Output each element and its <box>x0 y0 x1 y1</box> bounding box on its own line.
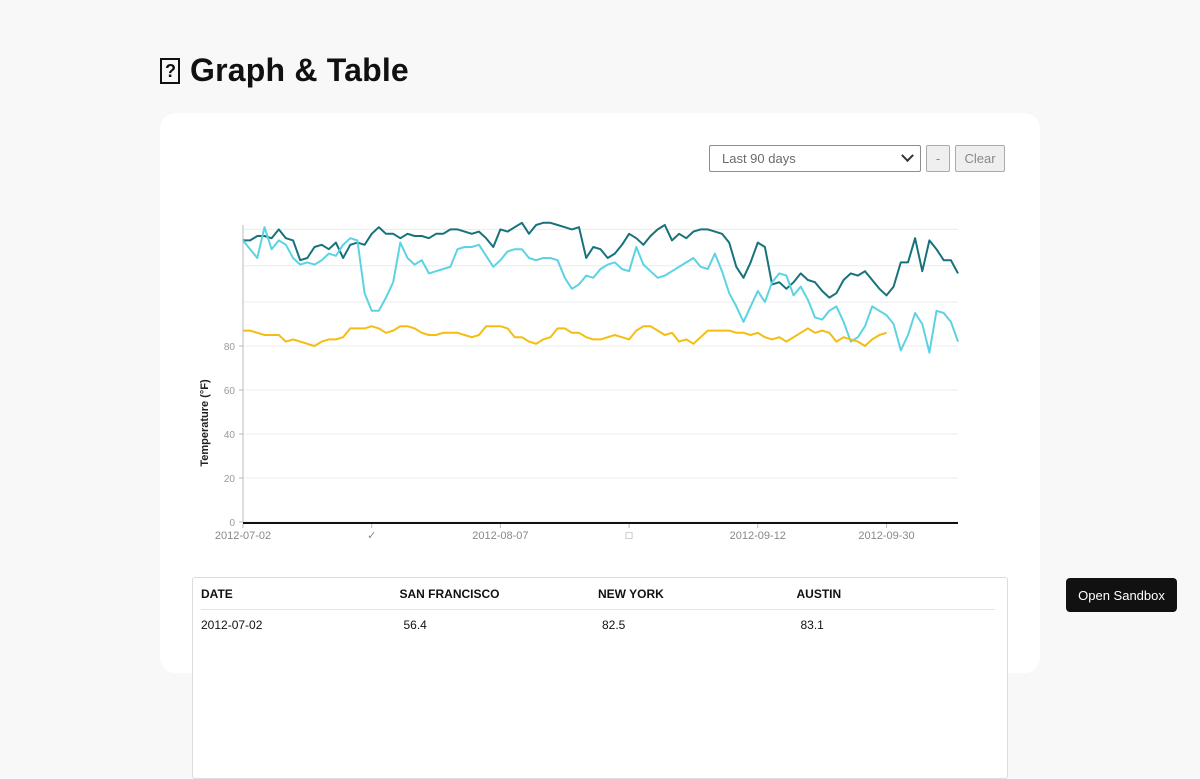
y-tick-label: 40 <box>224 430 236 441</box>
x-tick-label: 2012-09-30 <box>858 530 914 542</box>
column-header-austin: AUSTIN <box>796 586 842 601</box>
x-tick-label: 2012-07-02 <box>215 530 271 542</box>
chevron-down-icon <box>901 149 914 163</box>
y-tick-label: 80 <box>224 342 236 353</box>
table-cell-date: 2012-07-02 <box>201 618 263 632</box>
x-tick-label: 2012-08-07 <box>472 530 528 542</box>
table-cell-new-york: 82.5 <box>601 618 626 632</box>
x-tick-label: 2012-09-12 <box>730 530 786 542</box>
temperature-chart: 0 20 40 60 80 Temperature (°F) 2012-07-02 ✓ 2012… <box>199 221 959 542</box>
y-tick-label: 20 <box>224 474 236 485</box>
y-tick-label: 0 <box>229 518 235 529</box>
open-sandbox-button[interactable]: Open Sandbox <box>1066 578 1177 612</box>
page-title-text: Graph & Table <box>190 52 409 88</box>
table-cell-austin: 83.1 <box>800 618 824 632</box>
column-header-new-york: NEW YORK <box>598 586 664 601</box>
date-range-select[interactable]: Last 90 days <box>709 145 921 172</box>
date-range-select-value: Last 90 days <box>722 151 796 166</box>
table-header: DATE SAN FRANCISCO NEW YORK AUSTIN <box>201 578 995 610</box>
chart-controls: Last 90 days - Clear <box>709 145 1005 172</box>
column-header-date: DATE <box>201 586 233 601</box>
graph-card: Last 90 days - Clear 0 20 40 60 80 Temperatur… <box>160 113 1040 779</box>
table-row: 2012-07-02 56.4 82.5 83.1 <box>201 610 995 640</box>
data-table: DATE SAN FRANCISCO NEW YORK AUSTIN 2012-… <box>192 577 1008 779</box>
missing-glyph-icon: □ <box>626 530 633 542</box>
minus-button[interactable]: - <box>926 145 950 172</box>
page-title: Graph & Table <box>160 52 409 89</box>
y-axis-label: Temperature (°F) <box>199 379 211 467</box>
check-icon: ✓ <box>367 530 376 542</box>
clear-button[interactable]: Clear <box>955 145 1005 172</box>
series-line-1 <box>243 221 959 299</box>
series-line-3 <box>243 325 887 347</box>
table-cell-san-francisco: 56.4 <box>403 618 427 632</box>
column-header-san-francisco: SAN FRANCISCO <box>399 586 500 601</box>
series-line-2 <box>242 226 959 354</box>
y-tick-label: 60 <box>224 386 236 397</box>
missing-glyph-icon <box>160 58 180 84</box>
